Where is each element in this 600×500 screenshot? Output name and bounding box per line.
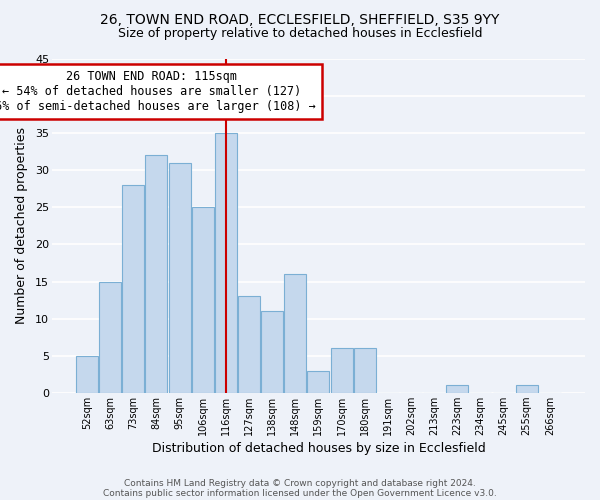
Bar	[145, 156, 167, 393]
Bar	[192, 208, 214, 393]
Bar	[446, 386, 468, 393]
Bar	[284, 274, 306, 393]
Text: Contains HM Land Registry data © Crown copyright and database right 2024.: Contains HM Land Registry data © Crown c…	[124, 478, 476, 488]
Bar	[76, 356, 98, 393]
Bar	[169, 163, 191, 393]
Bar	[307, 370, 329, 393]
Bar	[238, 296, 260, 393]
Bar	[515, 386, 538, 393]
Text: 26, TOWN END ROAD, ECCLESFIELD, SHEFFIELD, S35 9YY: 26, TOWN END ROAD, ECCLESFIELD, SHEFFIEL…	[100, 12, 500, 26]
Bar	[215, 133, 237, 393]
Bar	[122, 185, 145, 393]
Bar	[99, 282, 121, 393]
Bar	[331, 348, 353, 393]
Text: Size of property relative to detached houses in Ecclesfield: Size of property relative to detached ho…	[118, 28, 482, 40]
Text: 26 TOWN END ROAD: 115sqm
← 54% of detached houses are smaller (127)
46% of semi-: 26 TOWN END ROAD: 115sqm ← 54% of detach…	[0, 70, 316, 113]
Text: Contains public sector information licensed under the Open Government Licence v3: Contains public sector information licen…	[103, 488, 497, 498]
Y-axis label: Number of detached properties: Number of detached properties	[15, 128, 28, 324]
Bar	[354, 348, 376, 393]
X-axis label: Distribution of detached houses by size in Ecclesfield: Distribution of detached houses by size …	[152, 442, 485, 455]
Bar	[261, 311, 283, 393]
